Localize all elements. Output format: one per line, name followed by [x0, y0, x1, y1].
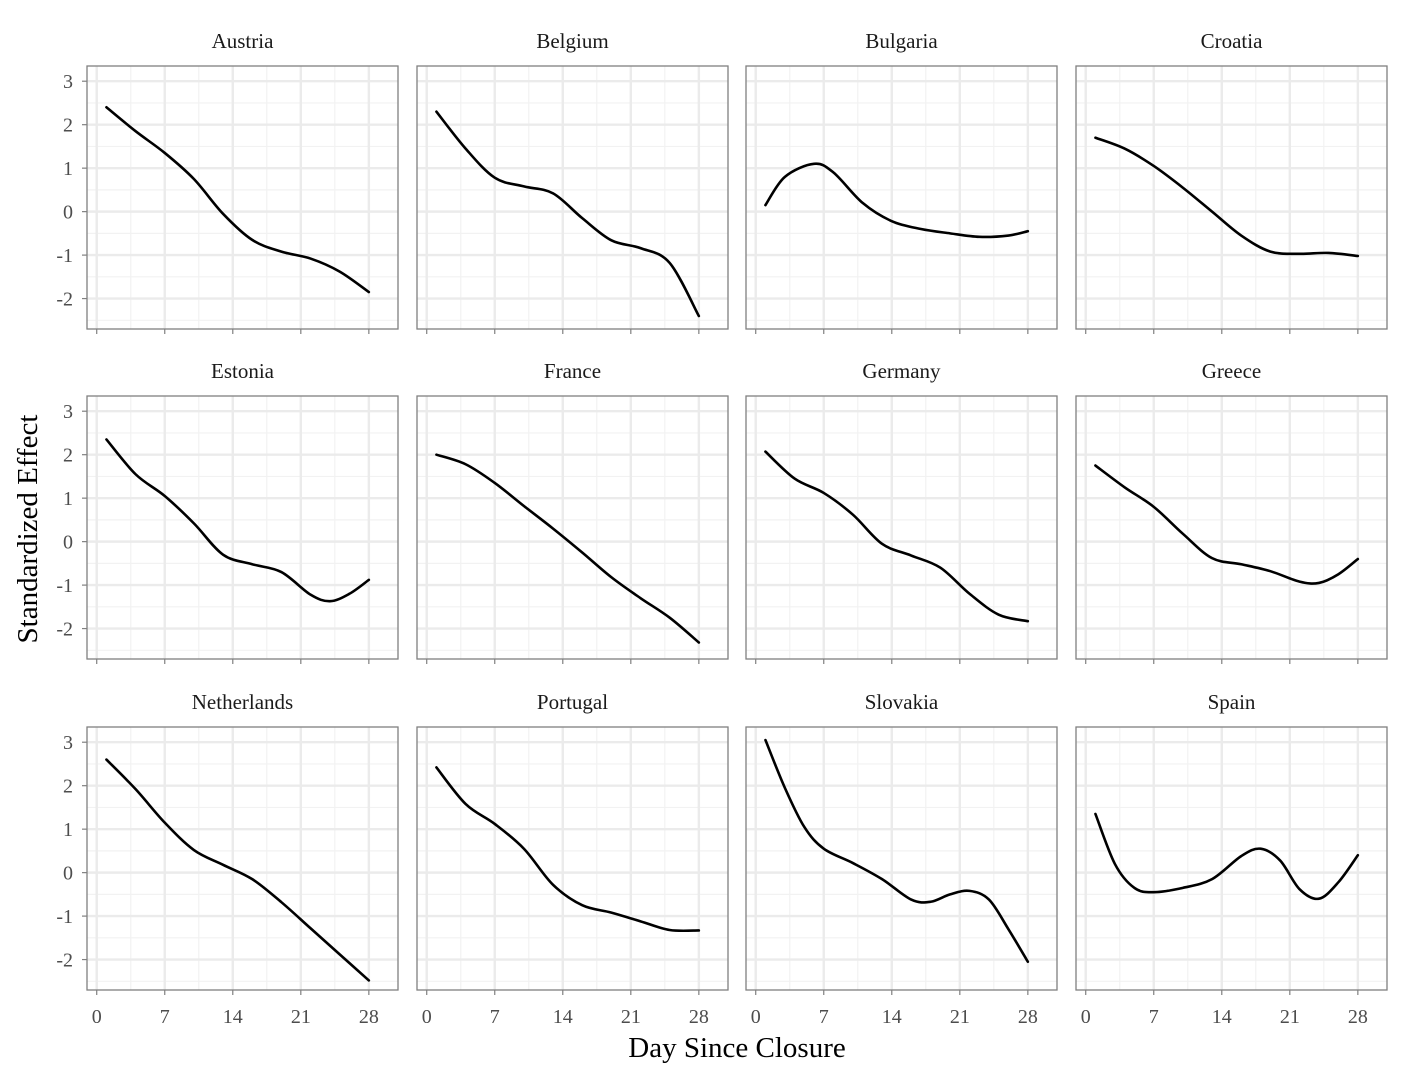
panel-portugal: Portugal: [416, 690, 729, 991]
panel-border: [745, 395, 1058, 660]
x-tick-label: 28: [1018, 1006, 1038, 1028]
panel-spain: Spain: [1075, 690, 1388, 991]
panel-estonia: Estonia: [86, 359, 399, 660]
panel-border: [86, 395, 399, 660]
panel-border: [1075, 726, 1388, 991]
series-line-netherlands: [105, 758, 371, 982]
panel-title-austria: Austria: [212, 29, 275, 53]
y-tick-label: -1: [56, 575, 73, 597]
series-line-portugal: [435, 766, 701, 933]
panel-border: [416, 726, 729, 991]
x-tick-label: 0: [422, 1006, 432, 1028]
panel-border: [1075, 65, 1388, 330]
x-tick-label: 21: [291, 1006, 311, 1028]
x-tick-label: 0: [92, 1006, 102, 1028]
x-axis-title: Day Since Closure: [628, 1032, 845, 1064]
y-tick-label: -2: [56, 950, 73, 972]
x-tick-label: 14: [1212, 1006, 1232, 1028]
panel-bulgaria: Bulgaria: [745, 29, 1058, 330]
y-tick-label: 3: [63, 71, 73, 93]
panel-france: France: [416, 359, 729, 660]
panel-border: [745, 726, 1058, 991]
x-tick-label: 14: [553, 1006, 573, 1028]
panel-title-bulgaria: Bulgaria: [865, 29, 938, 53]
panel-germany: Germany: [745, 359, 1058, 660]
panel-title-greece: Greece: [1202, 359, 1261, 383]
y-tick-label: 2: [63, 776, 73, 798]
series-line-croatia: [1094, 136, 1360, 258]
panel-belgium: Belgium: [416, 29, 729, 330]
panel-austria: Austria: [86, 29, 399, 330]
series-line-greece: [1094, 464, 1360, 585]
y-tick-label: 1: [63, 158, 73, 180]
y-tick-label: 1: [63, 819, 73, 841]
x-tick-label: 14: [223, 1006, 243, 1028]
y-tick-label: -1: [56, 245, 73, 267]
panel-croatia: Croatia: [1075, 29, 1388, 330]
series-line-austria: [105, 106, 371, 294]
x-tick-label: 21: [621, 1006, 641, 1028]
panel-title-croatia: Croatia: [1201, 29, 1263, 53]
panel-title-netherlands: Netherlands: [192, 690, 293, 714]
x-tick-label: 7: [490, 1006, 500, 1028]
x-tick-label: 21: [1280, 1006, 1300, 1028]
panel-border: [416, 395, 729, 660]
panel-border: [86, 65, 399, 330]
panel-title-spain: Spain: [1208, 690, 1256, 714]
x-tick-label: 28: [689, 1006, 709, 1028]
y-tick-label: 0: [63, 863, 73, 885]
y-tick-label: -2: [56, 619, 73, 641]
series-line-spain: [1094, 812, 1360, 901]
series-line-france: [435, 453, 701, 644]
x-tick-label: 28: [359, 1006, 379, 1028]
y-tick-label: 3: [63, 732, 73, 754]
y-tick-label: -1: [56, 906, 73, 928]
y-tick-label: 3: [63, 401, 73, 423]
x-tick-label: 21: [950, 1006, 970, 1028]
x-tick-label: 28: [1348, 1006, 1368, 1028]
series-line-slovakia: [764, 738, 1030, 964]
y-tick-label: 2: [63, 115, 73, 137]
y-axis-title: Standardized Effect: [12, 415, 44, 644]
x-tick-label: 7: [819, 1006, 829, 1028]
y-tick-label: 0: [63, 202, 73, 224]
x-tick-label: 14: [882, 1006, 902, 1028]
panel-border: [745, 65, 1058, 330]
series-line-belgium: [435, 110, 701, 318]
x-tick-label: 0: [751, 1006, 761, 1028]
panel-border: [1075, 395, 1388, 660]
series-line-bulgaria: [764, 162, 1030, 239]
y-tick-label: 1: [63, 488, 73, 510]
series-line-estonia: [105, 438, 371, 603]
y-tick-label: -2: [56, 289, 73, 311]
y-tick-label: 0: [63, 532, 73, 554]
x-tick-label: 7: [1149, 1006, 1159, 1028]
panel-title-germany: Germany: [862, 359, 941, 383]
y-tick-label: 2: [63, 445, 73, 467]
x-tick-label: 7: [160, 1006, 170, 1028]
panel-slovakia: Slovakia: [745, 690, 1058, 991]
panel-border: [86, 726, 399, 991]
panel-title-belgium: Belgium: [536, 29, 608, 53]
x-tick-label: 0: [1081, 1006, 1091, 1028]
panel-title-estonia: Estonia: [211, 359, 275, 383]
panel-border: [416, 65, 729, 330]
panel-title-france: France: [544, 359, 601, 383]
panel-greece: Greece: [1075, 359, 1388, 660]
series-line-germany: [764, 450, 1030, 623]
panel-title-slovakia: Slovakia: [865, 690, 939, 714]
panel-netherlands: Netherlands: [86, 690, 399, 991]
panel-title-portugal: Portugal: [537, 690, 608, 714]
